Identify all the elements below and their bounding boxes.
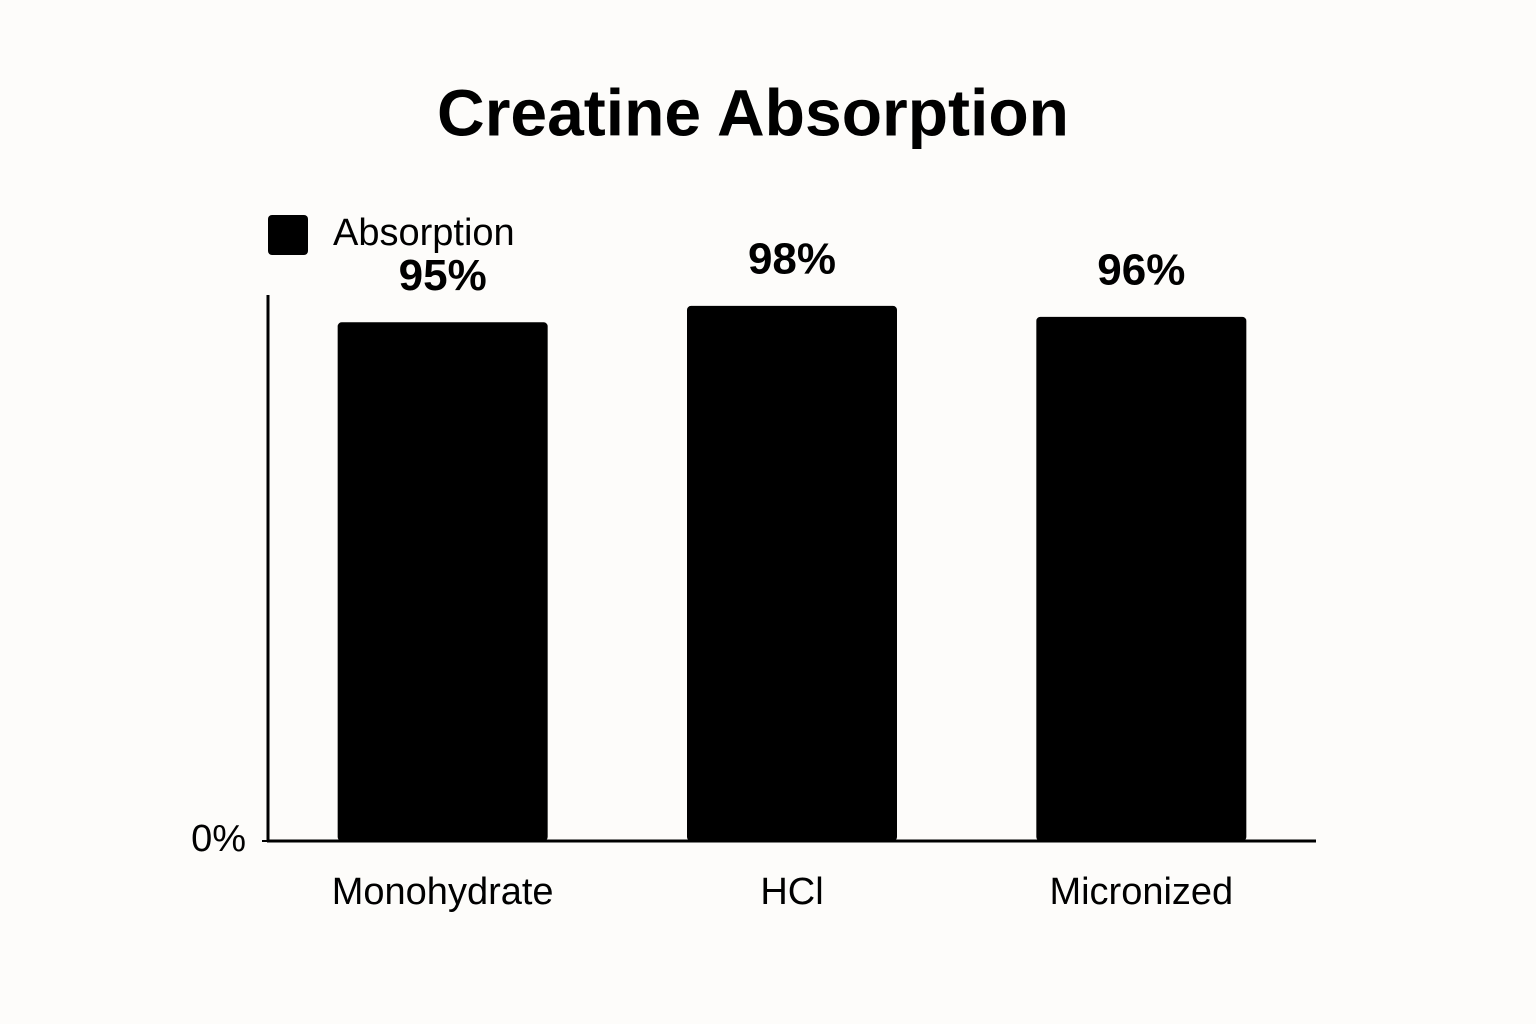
legend-label: Absorption <box>333 212 515 254</box>
bar <box>1036 316 1247 842</box>
value-label: 95% <box>399 251 487 300</box>
value-label: 98% <box>748 235 836 284</box>
bar <box>687 305 897 841</box>
x-tick-label: HCl <box>760 871 823 913</box>
value-label: 96% <box>1097 245 1185 294</box>
x-tick-label: Monohydrate <box>332 871 554 913</box>
chart-title: Creatine Absorption <box>437 75 1069 149</box>
legend-swatch <box>268 215 308 255</box>
y-tick-label: 0% <box>191 818 246 860</box>
x-tick-label: Micronized <box>1049 871 1233 913</box>
bar <box>337 322 548 841</box>
